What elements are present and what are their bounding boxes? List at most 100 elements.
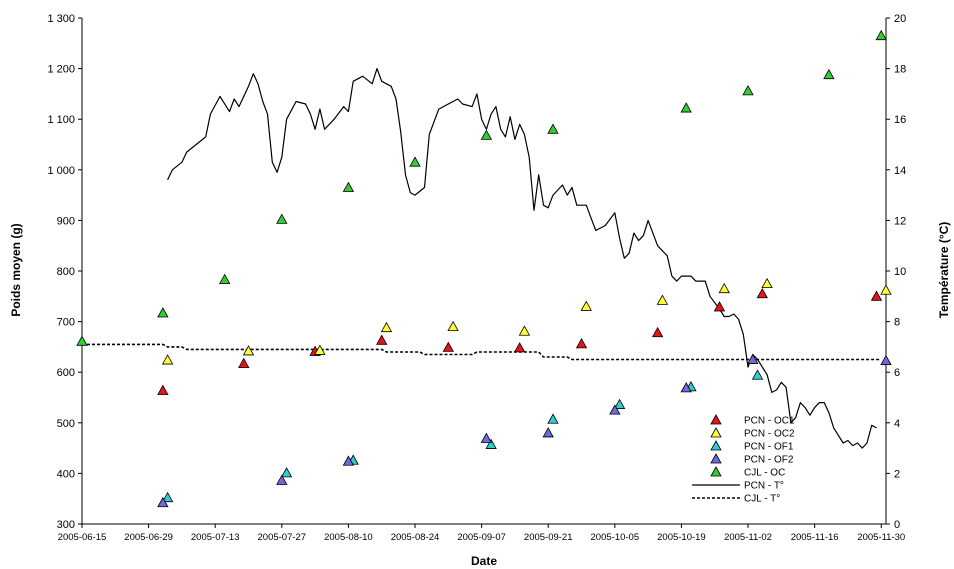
y-right-tick-label: 18 — [894, 64, 906, 76]
y-left-tick-label: 600 — [57, 367, 75, 379]
marker-pcn-of2 — [542, 427, 554, 438]
y-right-tick-label: 12 — [894, 215, 906, 227]
marker-pcn-of2 — [680, 382, 692, 393]
series-line-cjl-t — [82, 343, 882, 361]
y-right-tick-label: 4 — [894, 418, 900, 430]
y-left-tick-label: 1 100 — [47, 114, 75, 126]
y-right-tick-label: 10 — [894, 266, 906, 278]
x-tick-label: 2005-09-21 — [524, 532, 573, 543]
marker-cjl-oc — [76, 335, 88, 346]
legend-label-pcn-oc2: PCN - OC2 — [744, 429, 795, 440]
weight-markers — [76, 29, 892, 508]
marker-pcn-oc2 — [161, 354, 174, 365]
y-left-tick-label: 1 000 — [47, 165, 75, 177]
x-axis-title: Date — [471, 554, 497, 568]
x-tick-label: 2005-11-30 — [857, 532, 905, 543]
legend: PCN - OC1 PCN - OC2 PCN - OF1 PCN - OF2 CJL … — [692, 414, 795, 505]
marker-pcn-of2 — [480, 432, 493, 443]
marker-cjl-oc — [742, 85, 754, 96]
marker-pcn-oc2 — [314, 344, 326, 355]
marker-cjl-oc — [547, 123, 559, 134]
marker-pcn-of2 — [880, 354, 892, 365]
marker-cjl-oc — [823, 68, 835, 80]
legend-label-pcn-t: PCN - T° — [744, 481, 784, 492]
marker-cjl-oc — [480, 129, 493, 140]
marker-pcn-oc2 — [447, 320, 459, 332]
marker-pcn-oc2 — [761, 277, 773, 289]
marker-pcn-of2 — [342, 455, 355, 466]
y-left-axis-title: Poids moyen (g) — [9, 223, 23, 316]
marker-pcn-oc1 — [756, 287, 768, 299]
marker-pcn-oc2 — [656, 294, 669, 305]
series-line-pcn-t — [167, 68, 877, 449]
y-left-tick-label: 400 — [57, 468, 75, 480]
legend-label-pcn-oc1: PCN - OC1 — [744, 416, 795, 427]
legend-label-pcn-of2: PCN - OF2 — [744, 455, 794, 466]
y-left-tick-label: 800 — [57, 266, 75, 278]
marker-pcn-of2 — [276, 474, 288, 485]
marker-pcn-of2 — [747, 353, 759, 364]
marker-pcn-oc1 — [713, 301, 726, 312]
marker-cjl-oc — [157, 307, 169, 318]
y-right-axis-title: Température (°C) — [937, 222, 951, 319]
marker-cjl-oc — [342, 181, 355, 192]
marker-cjl-oc — [276, 213, 288, 224]
marker-pcn-of1 — [751, 369, 764, 380]
marker-pcn-oc2 — [380, 321, 393, 333]
legend-label-pcn-of1: PCN - OF1 — [744, 442, 794, 453]
x-tick-label: 2005-11-16 — [791, 532, 839, 543]
marker-pcn-oc2 — [242, 345, 255, 356]
marker-pcn-of2 — [609, 404, 621, 415]
marker-pcn-oc1 — [157, 384, 169, 395]
marker-pcn-oc2 — [518, 325, 531, 336]
x-tick-label: 2005-08-24 — [391, 532, 440, 543]
y-left-tick-label: 1 200 — [47, 64, 75, 76]
marker-pcn-of2 — [157, 496, 169, 508]
y-right-tick-label: 2 — [894, 468, 900, 480]
y-right-tick-label: 14 — [894, 165, 906, 177]
legend-symbol-pcn-oc1 — [710, 414, 722, 425]
marker-pcn-oc1 — [575, 338, 588, 349]
marker-pcn-oc1 — [238, 357, 250, 368]
marker-pcn-of1 — [613, 398, 626, 409]
marker-pcn-oc1 — [442, 341, 454, 352]
x-tick-label: 2005-06-29 — [124, 532, 173, 543]
temperature-lines — [82, 68, 882, 449]
x-tick-label: 2005-07-27 — [258, 532, 307, 543]
y-right-tick-label: 6 — [894, 367, 900, 379]
marker-pcn-oc2 — [880, 284, 892, 295]
y-left-tick-label: 300 — [57, 519, 75, 531]
marker-pcn-of1 — [161, 491, 174, 503]
legend-label-cjl-t: CJL - T° — [744, 494, 780, 505]
marker-pcn-oc2 — [718, 282, 730, 294]
x-tick-label: 2005-07-13 — [191, 532, 240, 543]
legend-symbol-cjl-oc — [710, 466, 722, 477]
marker-pcn-of1 — [547, 413, 559, 424]
marker-cjl-oc — [875, 29, 887, 41]
marker-cjl-oc — [680, 102, 692, 113]
x-tick-label: 2005-11-02 — [724, 532, 772, 543]
marker-pcn-oc2 — [580, 300, 592, 311]
marker-pcn-oc1 — [376, 334, 388, 345]
axes — [78, 17, 890, 528]
x-tick-label: 2005-06-15 — [58, 532, 107, 543]
marker-pcn-oc1 — [514, 342, 526, 353]
legend-label-cjl-oc: CJL - OC — [744, 468, 785, 479]
y-left-tick-label: 700 — [57, 317, 75, 329]
x-tick-label: 2005-08-10 — [324, 532, 373, 543]
x-tick-label: 2005-10-19 — [657, 532, 706, 543]
marker-cjl-oc — [409, 156, 421, 167]
x-tick-label: 2005-09-07 — [457, 532, 506, 543]
legend-symbol-pcn-oc2 — [710, 427, 722, 438]
legend-symbol-pcn-of1 — [710, 440, 722, 451]
y-right-tick-label: 8 — [894, 317, 900, 329]
marker-pcn-of1 — [280, 467, 293, 478]
marker-cjl-oc — [219, 273, 231, 285]
y-right-tick-label: 0 — [894, 519, 900, 531]
marker-pcn-of1 — [485, 438, 497, 449]
x-tick-label: 2005-10-05 — [591, 532, 640, 543]
y-right-tick-label: 16 — [894, 114, 906, 126]
legend-symbol-pcn-of2 — [710, 453, 722, 464]
y-left-tick-label: 1 300 — [47, 13, 75, 25]
